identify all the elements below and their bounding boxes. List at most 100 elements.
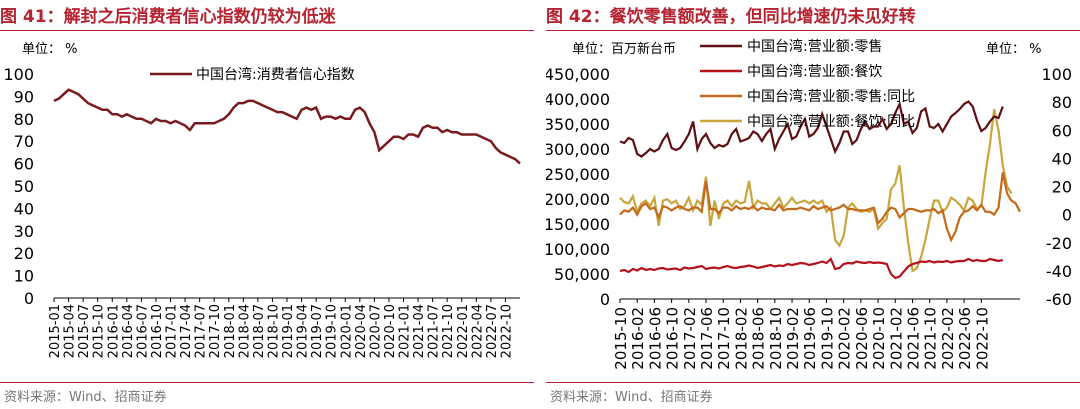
source-rule — [0, 382, 534, 383]
x-tick-label: 2015-10 — [92, 304, 107, 358]
x-tick-label: 2020-04 — [354, 304, 369, 358]
x-tick-label: 2017-07 — [194, 304, 209, 358]
x-tick-label: 2021-01 — [398, 304, 413, 358]
x-tick-label: 2018-01 — [223, 304, 238, 358]
x-tick-label: 2022-07 — [485, 304, 500, 358]
legend-label: 中国台湾:营业额:零售 — [747, 38, 882, 55]
y-left-tick-label: 200,000 — [546, 190, 610, 209]
series-line-consumer-confidence — [53, 88, 521, 165]
y-left-tick-label: 300,000 — [546, 140, 610, 159]
x-tick-label: 2019-10 — [325, 304, 340, 358]
series-line-0 — [619, 100, 1004, 158]
y-right-tick-label: 60 — [1052, 121, 1072, 140]
x-tick-label: 2020-10 — [870, 307, 888, 370]
x-tick-label: 2019-01 — [281, 304, 296, 358]
x-tick-label: 2015-07 — [77, 304, 92, 358]
legend-label: 中国台湾:营业额:餐饮:同比 — [747, 113, 915, 130]
right-panel: 图 42：餐饮零售额改善，但同比增速仍未见好转 单位：百万新台币 单位： % 0… — [546, 0, 1080, 409]
x-tick-label: 2021-04 — [412, 304, 427, 358]
series-line-3 — [619, 108, 1013, 273]
x-tick-label: 2018-10 — [266, 304, 281, 358]
y-right-tick-label: 20 — [1052, 178, 1072, 197]
unit-label-left: 单位：百万新台币 — [572, 41, 676, 57]
x-tick-label: 2020-01 — [339, 304, 354, 358]
x-tick-label: 2015-04 — [63, 304, 78, 358]
y-left-tick-label: 0 — [600, 290, 610, 309]
y-left-tick-label: 450,000 — [546, 65, 610, 84]
x-tick-label: 2022-02 — [939, 307, 957, 370]
x-tick-label: 2017-10 — [715, 307, 733, 370]
source-note: 资料来源：Wind、招商证券 — [550, 390, 713, 405]
x-tick-label: 2019-06 — [801, 307, 819, 370]
chart-title: 图 42：餐饮零售额改善，但同比增速仍未见好转 — [546, 7, 916, 27]
x-tick-label: 2018-04 — [237, 304, 252, 358]
y-left-tick-label: 100,000 — [546, 240, 610, 259]
legend-label: 中国台湾:营业额:餐饮 — [747, 63, 882, 80]
y-tick-label: 100 — [3, 65, 34, 84]
y-right-tick-label: 40 — [1052, 149, 1072, 168]
y-right-tick-label: 100 — [1041, 65, 1072, 84]
x-tick-label: 2017-06 — [698, 307, 716, 370]
y-left-tick-label: 400,000 — [546, 90, 610, 109]
y-tick-label: 0 — [24, 289, 34, 308]
x-tick-label: 2020-02 — [836, 307, 854, 370]
catering-retail-chart: 单位：百万新台币 单位： % 0 50,000 100,000 150,000 200,… — [546, 38, 1072, 370]
y-tick-label: 10 — [14, 267, 34, 286]
x-tick-label: 2022-10 — [973, 307, 991, 370]
x-tick-label: 2016-02 — [629, 307, 647, 370]
x-tick-label: 2016-10 — [150, 304, 165, 358]
x-tick-label: 2019-07 — [310, 304, 325, 358]
x-tick-label: 2016-07 — [135, 304, 150, 358]
left-panel: 图 41：解封之后消费者信心指数仍较为低迷 单位： % 0 10 20 30 40 50 6… — [0, 0, 534, 409]
y-right-tick-label: -40 — [1046, 262, 1072, 281]
x-tick-label: 2020-07 — [368, 304, 383, 358]
x-tick-label: 2015-01 — [48, 304, 63, 358]
y-tick-label: 60 — [14, 155, 34, 174]
x-tick-label: 2022-04 — [470, 304, 485, 358]
y-left-tick-label: 250,000 — [546, 165, 610, 184]
title-rule — [0, 30, 534, 31]
y-tick-label: 80 — [14, 110, 34, 129]
x-tick-label: 2022-01 — [456, 304, 471, 358]
y-right-tick-label: 80 — [1052, 93, 1072, 112]
y-left-tick-label: 150,000 — [546, 215, 610, 234]
title-rule — [546, 30, 1080, 31]
x-tick-label: 2016-01 — [106, 304, 121, 358]
x-tick-label: 2017-02 — [681, 307, 699, 370]
chart-title: 图 41：解封之后消费者信心指数仍较为低迷 — [0, 7, 336, 27]
x-tick-label: 2015-10 — [612, 307, 630, 370]
x-tick-label: 2021-07 — [427, 304, 442, 358]
x-tick-label: 2018-02 — [732, 307, 750, 370]
x-tick-label: 2022-06 — [956, 307, 974, 370]
x-tick-label: 2017-10 — [208, 304, 223, 358]
x-tick-label: 2020-06 — [853, 307, 871, 370]
unit-label: 单位： % — [22, 42, 78, 57]
y-tick-label: 90 — [14, 87, 34, 106]
series-line-1 — [619, 257, 1004, 280]
x-tick-label: 2019-10 — [818, 307, 836, 370]
x-tick-label: 2017-04 — [179, 304, 194, 358]
legend-label: 中国台湾:消费者信心指数 — [196, 66, 355, 83]
source-rule — [546, 382, 1080, 383]
y-tick-label: 20 — [14, 244, 34, 263]
x-tick-label: 2016-06 — [646, 307, 664, 370]
y-tick-label: 70 — [14, 132, 34, 151]
source-note: 资料来源：Wind、招商证券 — [4, 390, 167, 405]
series-line-2 — [619, 172, 1021, 243]
x-tick-label: 2020-10 — [383, 304, 398, 358]
x-tick-label: 2021-10 — [922, 307, 940, 370]
y-right-tick-label: -20 — [1046, 234, 1072, 253]
unit-label-right: 单位： % — [986, 42, 1042, 57]
x-tick-label: 2019-02 — [784, 307, 802, 370]
x-tick-label: 2018-06 — [750, 307, 768, 370]
y-left-tick-label: 350,000 — [546, 115, 610, 134]
x-tick-label: 2016-04 — [121, 304, 136, 358]
x-tick-label: 2018-10 — [767, 307, 785, 370]
y-left-tick-label: 50,000 — [554, 265, 610, 284]
x-tick-label: 2019-04 — [296, 304, 311, 358]
y-right-tick-label: -60 — [1046, 290, 1072, 309]
x-tick-label: 2021-10 — [441, 304, 456, 358]
x-tick-label: 2018-07 — [252, 304, 267, 358]
x-tick-label: 2021-02 — [887, 307, 905, 370]
